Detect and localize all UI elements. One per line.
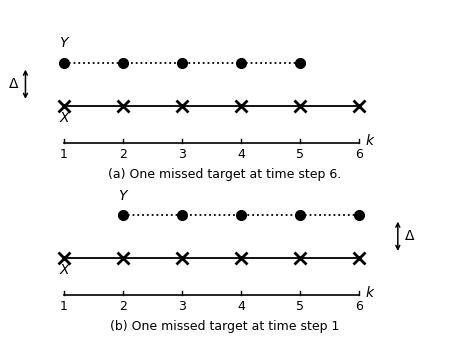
- Text: X: X: [59, 262, 69, 277]
- Text: 3: 3: [178, 148, 186, 161]
- Text: 2: 2: [119, 300, 127, 313]
- Text: 4: 4: [237, 300, 245, 313]
- Text: (a) One missed target at time step 6.: (a) One missed target at time step 6.: [108, 168, 342, 181]
- Text: Y: Y: [118, 189, 127, 202]
- Text: 1: 1: [60, 300, 68, 313]
- Text: 4: 4: [237, 148, 245, 161]
- Text: k: k: [365, 134, 374, 148]
- Text: 1: 1: [60, 148, 68, 161]
- Text: 2: 2: [119, 148, 127, 161]
- Text: Δ: Δ: [405, 229, 414, 243]
- Text: Δ: Δ: [9, 77, 18, 91]
- Text: 3: 3: [178, 300, 186, 313]
- Text: 6: 6: [356, 300, 363, 313]
- Text: 5: 5: [296, 300, 304, 313]
- Text: k: k: [365, 286, 374, 300]
- Text: X: X: [59, 110, 69, 125]
- Text: (b) One missed target at time step 1: (b) One missed target at time step 1: [110, 320, 340, 333]
- Text: 6: 6: [356, 148, 363, 161]
- Text: 5: 5: [296, 148, 304, 161]
- Text: Y: Y: [59, 37, 68, 50]
